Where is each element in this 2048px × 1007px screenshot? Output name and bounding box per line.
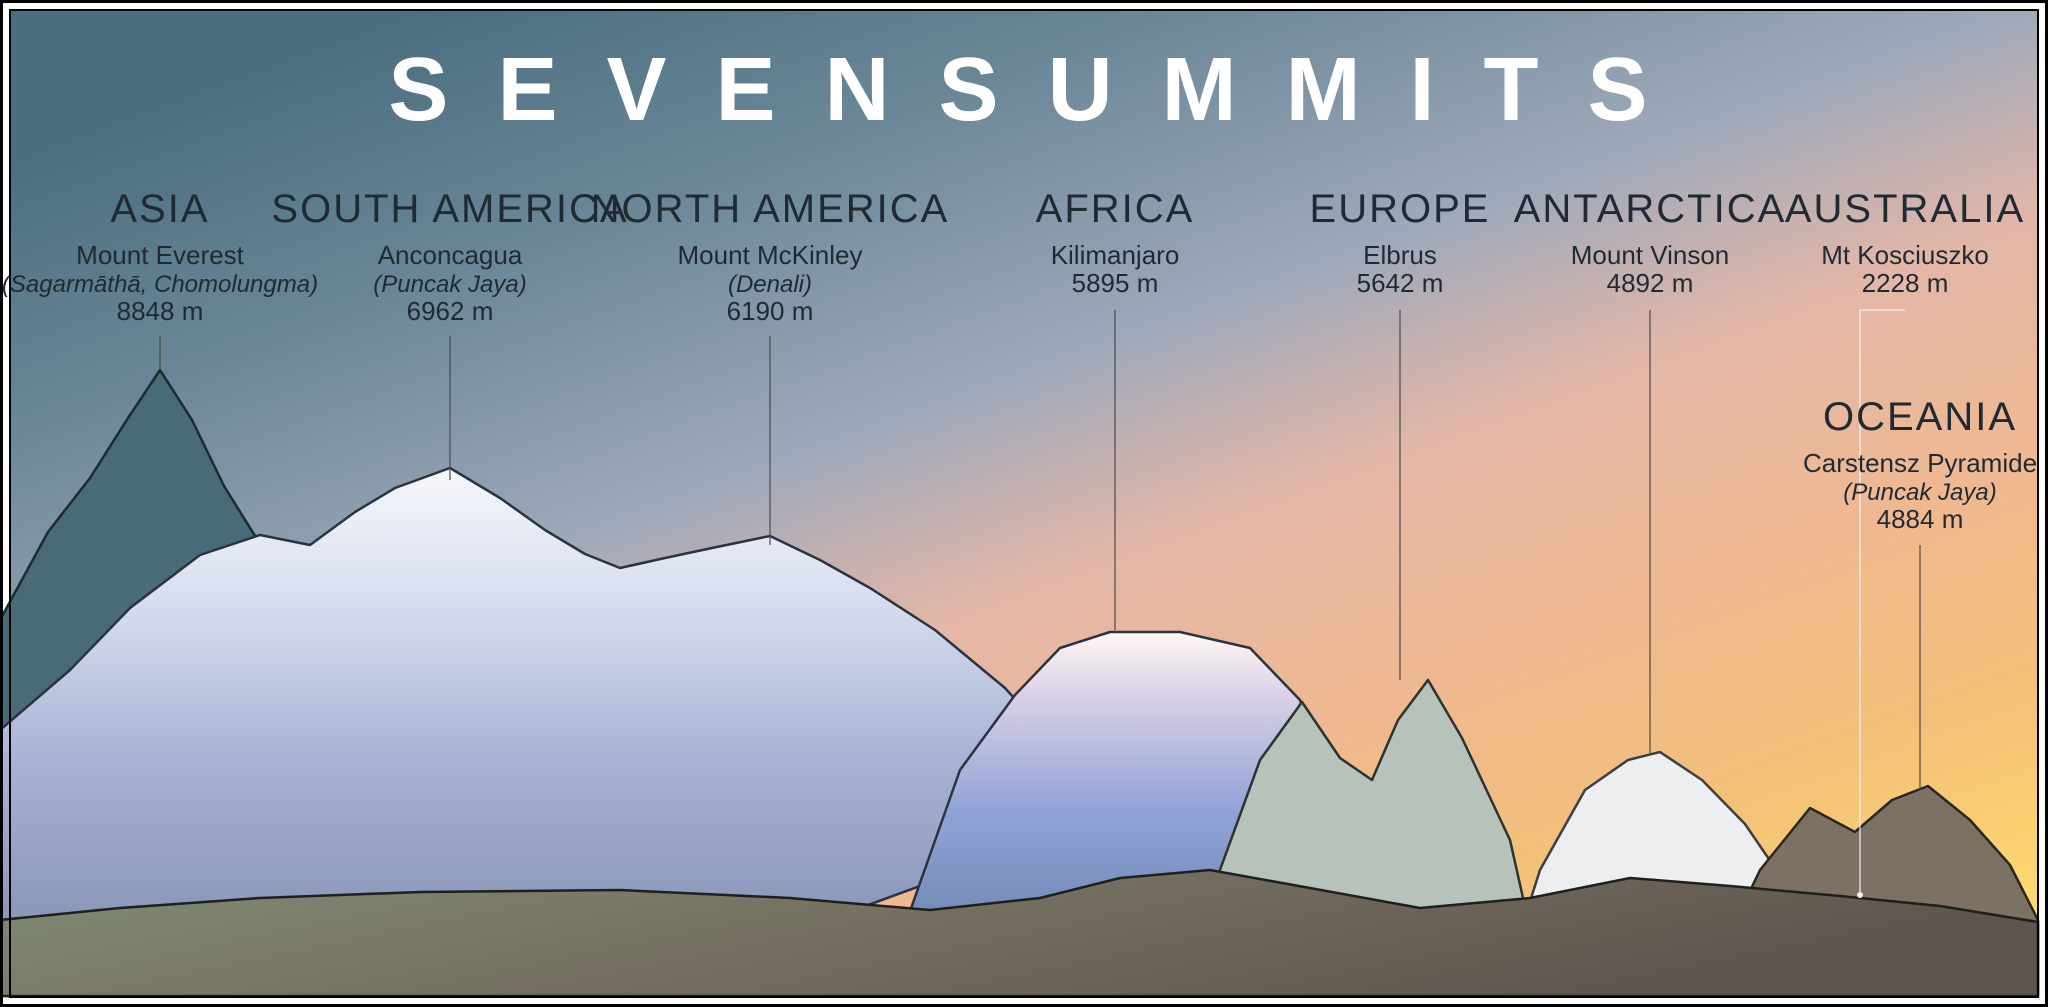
infographic-title: S E V E N S U M M I T S bbox=[388, 40, 1659, 140]
height-label-africa: 5895 m bbox=[1072, 268, 1159, 298]
continent-label-africa: AFRICA bbox=[1036, 187, 1195, 231]
height-label-oceania: 4884 m bbox=[1877, 504, 1964, 534]
mountain-label-oceania: Carstensz Pyramide bbox=[1803, 448, 2037, 478]
continent-label-oceania: OCEANIA bbox=[1823, 395, 2017, 439]
leader-dot-australia bbox=[1857, 892, 1863, 898]
height-label-australia: 2228 m bbox=[1862, 268, 1949, 298]
altname-label-asia: (Sagarmāthā, Chomolungma) bbox=[2, 271, 318, 298]
mountain-label-asia: Mount Everest bbox=[76, 240, 244, 270]
continent-label-australia: AUSTRALIA bbox=[1785, 187, 2025, 231]
mountain-label-africa: Kilimanjaro bbox=[1051, 240, 1180, 270]
mountain-label-europe: Elbrus bbox=[1363, 240, 1437, 270]
height-label-south-america: 6962 m bbox=[407, 296, 494, 326]
altname-label-north-america: (Denali) bbox=[728, 271, 812, 298]
altname-label-south-america: (Puncak Jaya) bbox=[373, 271, 526, 298]
continent-label-asia: ASIA bbox=[110, 187, 209, 231]
seven-summits-infographic: S E V E N S U M M I T S ASIA Mount Everest… bbox=[0, 0, 2048, 1007]
height-label-antarctica: 4892 m bbox=[1607, 268, 1694, 298]
height-label-north-america: 6190 m bbox=[727, 296, 814, 326]
mountain-label-antarctica: Mount Vinson bbox=[1571, 240, 1730, 270]
height-label-asia: 8848 m bbox=[117, 296, 204, 326]
continent-label-antarctica: ANTARCTICA bbox=[1514, 187, 1787, 231]
continent-label-europe: EUROPE bbox=[1310, 187, 1491, 231]
height-label-europe: 5642 m bbox=[1357, 268, 1444, 298]
continent-label-north-america: NORTH AMERICA bbox=[591, 187, 950, 231]
continent-label-south-america: SOUTH AMERICA bbox=[271, 187, 628, 231]
mountain-label-south-america: Anconcagua bbox=[378, 240, 523, 270]
mountain-label-australia: Mt Kosciuszko bbox=[1821, 240, 1989, 270]
altname-label-oceania: (Puncak Jaya) bbox=[1843, 479, 1996, 506]
mountain-label-north-america: Mount McKinley bbox=[678, 240, 863, 270]
